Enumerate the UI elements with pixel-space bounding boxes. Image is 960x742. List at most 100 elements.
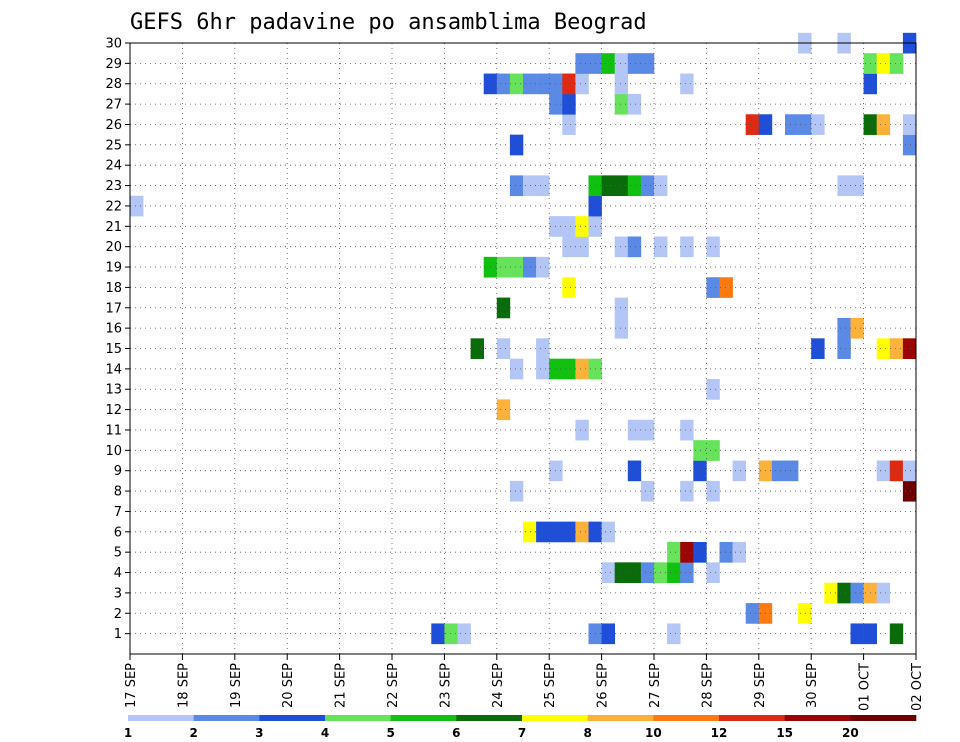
y-tick-label: 3 (114, 586, 122, 601)
cell-5-46 (719, 541, 733, 563)
cell-14-35 (575, 358, 589, 380)
cell-1-26 (457, 623, 471, 645)
cell-26-60 (902, 114, 917, 135)
colorbar-segment (587, 715, 654, 721)
cell-20-43 (680, 236, 694, 258)
chart-title: GEFS 6hr padavine po ansamblima Beograd (130, 10, 647, 35)
y-tick-label: 20 (105, 240, 122, 255)
cell-15-55 (837, 338, 851, 359)
x-tick-label: 17 SEP (124, 663, 139, 708)
cell-2-52 (798, 603, 812, 624)
cell-3-58 (876, 582, 891, 604)
colorbar-label: 1 (124, 726, 132, 740)
x-tick-label: 28 SEP (700, 663, 715, 708)
y-tick-label: 10 (105, 444, 122, 459)
cell-20-45 (706, 236, 720, 258)
x-tick-label: 29 SEP (753, 663, 768, 708)
colorbar-segment (850, 715, 917, 721)
cell-13-45 (706, 379, 720, 400)
cell-9-60 (902, 460, 917, 482)
cell-4-45 (706, 562, 720, 584)
colorbar-label: 7 (518, 726, 526, 740)
cell-19-29 (496, 256, 511, 278)
y-tick-label: 19 (105, 261, 122, 276)
cell-3-55 (837, 582, 851, 604)
cell-17-29 (496, 297, 511, 319)
cell-4-39 (627, 562, 642, 584)
cell-11-43 (680, 419, 694, 441)
y-tick-label: 17 (105, 301, 122, 316)
colorbar-segment (390, 715, 457, 721)
y-axis: 1234567891011121314151617181920212223242… (105, 37, 130, 642)
colorbar-label: 12 (711, 726, 728, 740)
cell-27-34 (562, 93, 576, 115)
y-tick-label: 15 (105, 342, 122, 357)
cell-4-37 (601, 562, 615, 584)
x-tick-label: 01 OCT (858, 663, 873, 711)
x-tick-label: 19 SEP (229, 663, 244, 708)
x-tick-label: 25 SEP (543, 663, 558, 708)
y-tick-label: 9 (114, 464, 122, 479)
cell-4-42 (667, 562, 681, 584)
cell-28-29 (496, 73, 511, 95)
cell-1-24 (431, 623, 445, 645)
cell-19-31 (523, 256, 537, 278)
cell-23-56 (850, 175, 864, 197)
cell-15-60 (902, 338, 917, 359)
cell-9-59 (889, 460, 904, 482)
cell-23-40 (640, 175, 655, 197)
colorbar-segment (522, 715, 588, 721)
cell-27-39 (627, 93, 642, 115)
cell-21-34 (562, 216, 576, 237)
cell-29-35 (575, 53, 589, 74)
cell-29-39 (627, 53, 642, 74)
cell-9-58 (876, 460, 891, 482)
cell-15-32 (536, 338, 550, 359)
cell-16-56 (850, 317, 864, 339)
y-tick-label: 30 (105, 37, 122, 52)
colorbar-label: 5 (386, 726, 394, 740)
cell-8-45 (706, 480, 720, 502)
cell-29-40 (640, 53, 655, 74)
x-axis: 17 SEP 18 SEP 19 SEP 20 SEP 21 SEP 22 SEP 23 S… (124, 654, 925, 711)
cell-22-1 (130, 195, 144, 217)
colorbar: 1 2 3 4 5 6 7 8 10 12 15 20 (124, 715, 917, 740)
cell-23-38 (614, 175, 629, 197)
cell-23-39 (627, 175, 642, 197)
y-tick-label: 29 (105, 57, 122, 72)
cell-4-43 (680, 562, 694, 584)
cell-23-55 (837, 175, 851, 197)
cell-8-60 (902, 480, 917, 502)
colorbar-segment (193, 715, 260, 721)
cell-6-32 (536, 521, 550, 543)
cells-layer (130, 32, 917, 645)
cell-28-32 (536, 73, 550, 95)
cell-23-37 (601, 175, 615, 197)
y-tick-label: 26 (105, 118, 122, 133)
y-tick-label: 18 (105, 281, 122, 296)
cell-2-48 (745, 603, 760, 624)
colorbar-label: 20 (842, 726, 859, 740)
x-tick-label: 22 SEP (386, 663, 401, 708)
cell-29-38 (614, 53, 629, 74)
x-tick-label: 23 SEP (438, 663, 453, 708)
y-tick-label: 21 (105, 220, 122, 235)
cell-25-60 (902, 134, 917, 156)
colorbar-segment (128, 715, 194, 721)
y-tick-label: 8 (114, 485, 122, 500)
cell-1-25 (444, 623, 458, 645)
cell-28-38 (614, 73, 629, 95)
cell-26-51 (785, 114, 799, 135)
cell-1-37 (601, 623, 615, 645)
x-tick-label: 18 SEP (176, 663, 191, 708)
cell-6-34 (562, 521, 576, 543)
colorbar-segment (784, 715, 851, 721)
cell-5-43 (680, 541, 694, 563)
y-tick-label: 5 (114, 546, 122, 561)
cell-28-43 (680, 73, 694, 95)
cell-11-39 (627, 419, 642, 441)
cell-15-58 (876, 338, 891, 359)
cell-26-58 (876, 114, 891, 135)
y-tick-label: 13 (105, 383, 122, 398)
x-tick-label: 21 SEP (334, 663, 349, 708)
